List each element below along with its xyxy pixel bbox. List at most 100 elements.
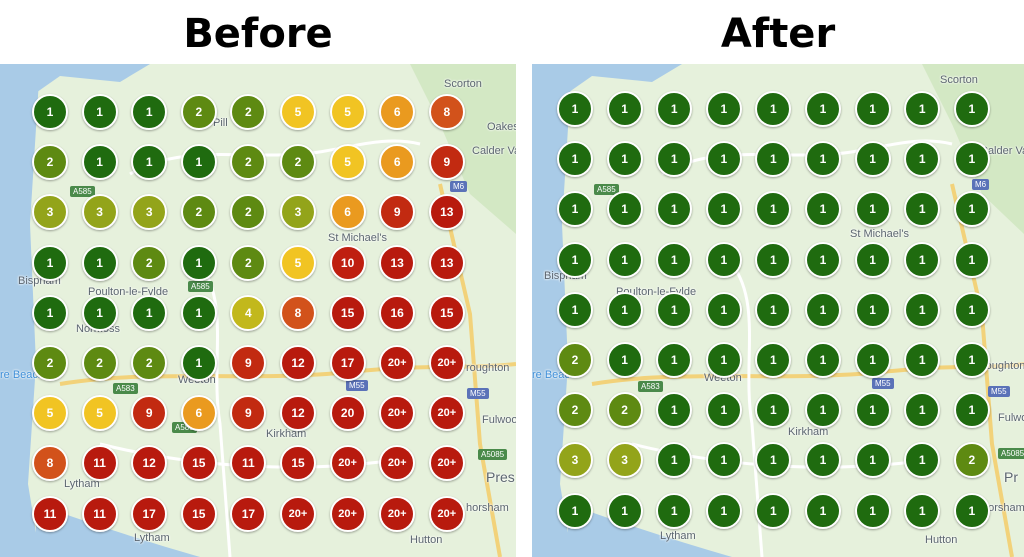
rank-pin[interactable]: 8 <box>428 94 465 130</box>
rank-pin[interactable]: 1 <box>656 492 693 529</box>
rank-pin[interactable]: 1 <box>904 291 941 328</box>
rank-pin[interactable]: 20+ <box>379 345 416 381</box>
rank-pin[interactable]: 1 <box>606 241 643 278</box>
rank-pin[interactable]: 20+ <box>280 495 316 532</box>
rank-pin[interactable]: 1 <box>705 241 742 278</box>
rank-pin[interactable]: 1 <box>656 342 693 378</box>
rank-pin[interactable]: 1 <box>755 442 792 479</box>
rank-pin[interactable]: 1 <box>904 241 941 278</box>
rank-pin[interactable]: 2 <box>557 392 593 429</box>
rank-pin[interactable]: 1 <box>705 91 742 127</box>
rank-pin[interactable]: 1 <box>904 91 941 127</box>
rank-pin[interactable]: 20+ <box>379 395 416 432</box>
rank-pin[interactable]: 6 <box>329 194 366 231</box>
rank-pin[interactable]: 1 <box>953 291 990 328</box>
rank-pin[interactable]: 1 <box>805 191 841 228</box>
rank-pin[interactable]: 1 <box>557 291 593 328</box>
rank-pin[interactable]: 1 <box>904 492 941 529</box>
rank-pin[interactable]: 1 <box>904 392 941 429</box>
rank-pin[interactable]: 10 <box>329 244 366 281</box>
rank-pin[interactable]: 1 <box>854 392 891 429</box>
rank-pin[interactable]: 1 <box>705 191 742 228</box>
rank-pin[interactable]: 5 <box>329 94 366 130</box>
rank-pin[interactable]: 2 <box>606 392 643 429</box>
rank-pin[interactable]: 1 <box>854 141 891 178</box>
rank-pin[interactable]: 1 <box>180 244 217 281</box>
rank-pin[interactable]: 2 <box>230 194 267 231</box>
rank-pin[interactable]: 3 <box>81 194 118 231</box>
rank-pin[interactable]: 3 <box>280 194 316 231</box>
rank-pin[interactable]: 20+ <box>428 345 465 381</box>
rank-pin[interactable]: 12 <box>280 345 316 381</box>
rank-pin[interactable]: 11 <box>81 495 118 532</box>
rank-pin[interactable]: 1 <box>854 342 891 378</box>
rank-pin[interactable]: 1 <box>805 442 841 479</box>
rank-pin[interactable]: 1 <box>180 144 217 181</box>
rank-pin[interactable]: 1 <box>656 141 693 178</box>
rank-pin[interactable]: 13 <box>428 244 465 281</box>
rank-pin[interactable]: 1 <box>854 492 891 529</box>
rank-pin[interactable]: 20+ <box>428 395 465 432</box>
rank-pin[interactable]: 15 <box>180 445 217 482</box>
rank-pin[interactable]: 9 <box>131 395 168 432</box>
rank-pin[interactable]: 1 <box>854 442 891 479</box>
rank-pin[interactable]: 1 <box>656 241 693 278</box>
rank-pin[interactable]: 1 <box>131 144 168 181</box>
rank-pin[interactable]: 1 <box>180 294 217 331</box>
rank-pin[interactable]: 3 <box>32 194 68 231</box>
rank-pin[interactable]: 1 <box>854 291 891 328</box>
rank-pin[interactable]: 1 <box>656 91 693 127</box>
rank-pin[interactable]: 1 <box>755 291 792 328</box>
rank-pin[interactable]: 1 <box>557 241 593 278</box>
rank-pin[interactable]: 1 <box>805 241 841 278</box>
rank-pin[interactable]: 2 <box>32 345 68 381</box>
rank-pin[interactable]: 16 <box>379 294 416 331</box>
rank-pin[interactable]: 1 <box>755 141 792 178</box>
rank-pin[interactable]: 1 <box>705 291 742 328</box>
rank-pin[interactable]: 1 <box>953 191 990 228</box>
rank-pin[interactable]: 1 <box>557 91 593 127</box>
rank-pin[interactable]: 2 <box>32 144 68 181</box>
rank-pin[interactable]: 3 <box>606 442 643 479</box>
rank-pin[interactable]: 2 <box>230 94 267 130</box>
rank-pin[interactable]: 1 <box>805 291 841 328</box>
rank-pin[interactable]: 20+ <box>428 495 465 532</box>
rank-pin[interactable]: 15 <box>329 294 366 331</box>
rank-pin[interactable]: 17 <box>230 495 267 532</box>
rank-pin[interactable]: 15 <box>280 445 316 482</box>
rank-pin[interactable]: 1 <box>705 342 742 378</box>
rank-pin[interactable]: 20+ <box>329 445 366 482</box>
rank-pin[interactable]: 2 <box>953 442 990 479</box>
rank-pin[interactable]: 17 <box>131 495 168 532</box>
rank-pin[interactable]: 20+ <box>379 495 416 532</box>
rank-pin[interactable]: 1 <box>805 91 841 127</box>
rank-pin[interactable]: 9 <box>379 194 416 231</box>
rank-pin[interactable]: 1 <box>755 241 792 278</box>
rank-pin[interactable]: 1 <box>606 141 643 178</box>
rank-pin[interactable]: 8 <box>32 445 68 482</box>
rank-pin[interactable]: 1 <box>755 91 792 127</box>
rank-pin[interactable]: 5 <box>81 395 118 432</box>
rank-pin[interactable]: 6 <box>379 144 416 181</box>
rank-pin[interactable]: 1 <box>131 294 168 331</box>
rank-pin[interactable]: 12 <box>131 445 168 482</box>
rank-pin[interactable]: 1 <box>953 241 990 278</box>
rank-pin[interactable]: 1 <box>904 141 941 178</box>
rank-pin[interactable]: 2 <box>180 94 217 130</box>
rank-pin[interactable]: 1 <box>656 191 693 228</box>
rank-pin[interactable]: 1 <box>32 94 68 130</box>
rank-pin[interactable]: 2 <box>180 194 217 231</box>
rank-pin[interactable]: 13 <box>379 244 416 281</box>
rank-pin[interactable]: 1 <box>705 392 742 429</box>
rank-pin[interactable]: 1 <box>32 244 68 281</box>
rank-pin[interactable]: 1 <box>557 492 593 529</box>
rank-pin[interactable]: 5 <box>329 144 366 181</box>
rank-pin[interactable]: 11 <box>230 445 267 482</box>
rank-pin[interactable]: 1 <box>953 91 990 127</box>
rank-pin[interactable]: 1 <box>656 392 693 429</box>
rank-pin[interactable]: 2 <box>280 144 316 181</box>
rank-pin[interactable]: 5 <box>32 395 68 432</box>
rank-pin[interactable]: 1 <box>805 342 841 378</box>
rank-pin[interactable]: 1 <box>32 294 68 331</box>
rank-pin[interactable]: 1 <box>805 141 841 178</box>
